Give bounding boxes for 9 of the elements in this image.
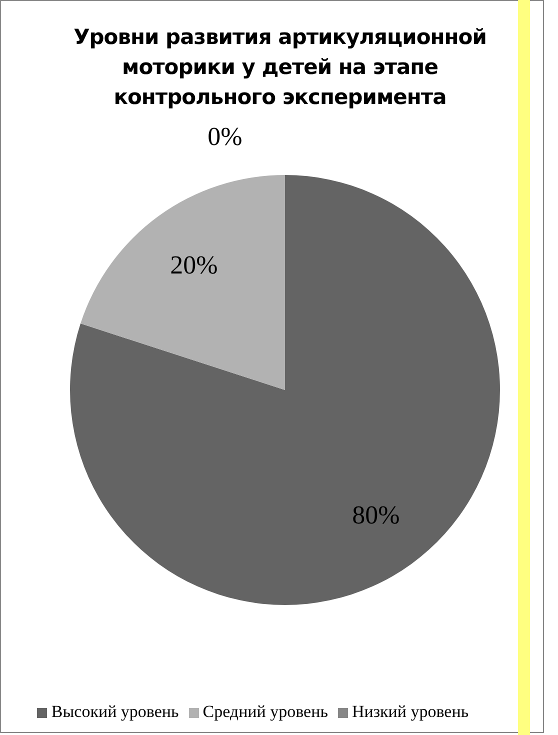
- legend-label: Высокий уровень: [51, 702, 179, 721]
- legend-label: Низкий уровень: [352, 702, 469, 721]
- pie-slice: [70, 175, 500, 605]
- data-label: 80%: [352, 500, 400, 530]
- data-label: 20%: [170, 250, 218, 280]
- text: 0%: [208, 122, 242, 151]
- legend-label: Средний уровень: [202, 702, 328, 721]
- pie-slice: [80, 175, 285, 390]
- chart-title: Уровни развития артикуляционной моторики у детей на этапе контрольного эксперимента: [72, 24, 488, 111]
